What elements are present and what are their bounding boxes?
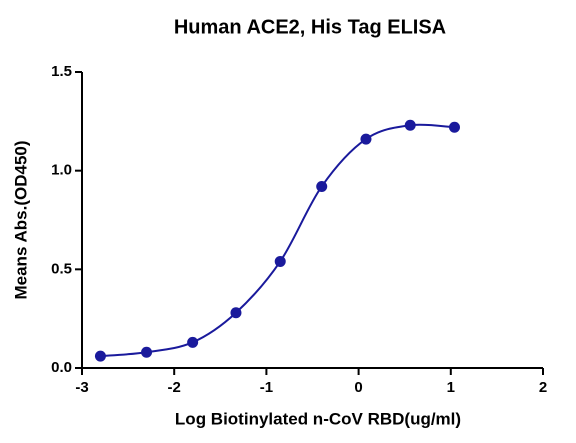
y-axis-title: Means Abs.(OD450) bbox=[11, 140, 30, 299]
x-tick-label: -2 bbox=[168, 379, 181, 396]
x-tick-label: 2 bbox=[539, 379, 547, 396]
data-point bbox=[360, 133, 372, 145]
y-tick-label: 0.0 bbox=[51, 359, 72, 376]
x-tick-label: 1 bbox=[447, 379, 455, 396]
x-tick-label: 0 bbox=[354, 379, 362, 396]
x-tick-label: -1 bbox=[260, 379, 273, 396]
x-axis-title: Log Biotinylated n-CoV RBD(ug/ml) bbox=[175, 409, 461, 428]
data-point bbox=[187, 336, 199, 348]
data-point bbox=[448, 121, 460, 133]
fit-curve bbox=[100, 123, 455, 358]
data-point bbox=[316, 180, 328, 192]
data-point bbox=[274, 255, 286, 267]
data-point bbox=[230, 307, 242, 319]
x-tick-label: -3 bbox=[75, 379, 88, 396]
y-tick-label: 1.0 bbox=[51, 162, 72, 179]
data-point bbox=[94, 350, 106, 362]
y-tick-label: 0.5 bbox=[51, 260, 72, 277]
data-point bbox=[141, 346, 153, 358]
data-point bbox=[404, 119, 416, 131]
y-tick-label: 1.5 bbox=[51, 63, 72, 80]
chart-title: Human ACE2, His Tag ELISA bbox=[174, 16, 446, 38]
